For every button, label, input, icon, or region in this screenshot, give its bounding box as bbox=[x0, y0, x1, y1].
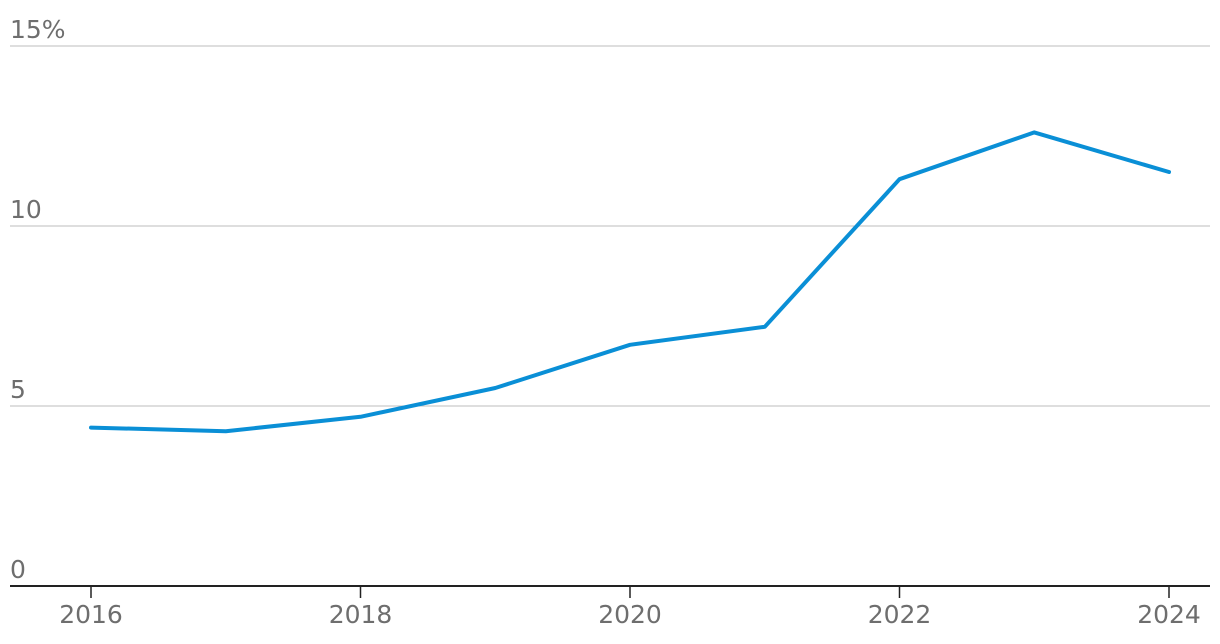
x-tick-label-2018: 2018 bbox=[329, 600, 393, 629]
x-tick-label-2020: 2020 bbox=[598, 600, 662, 629]
y-tick-label-10: 10 bbox=[10, 195, 42, 224]
y-tick-label-0: 0 bbox=[10, 555, 26, 584]
x-tick-label-2022: 2022 bbox=[868, 600, 932, 629]
x-tick-label-2024: 2024 bbox=[1137, 600, 1201, 629]
y-axis-tick-labels: 0 5 10 15% bbox=[10, 15, 66, 584]
y-tick-label-5: 5 bbox=[10, 375, 26, 404]
series-lines bbox=[89, 130, 1171, 434]
y-gridlines bbox=[10, 45, 1210, 407]
x-axis: 2016 2018 2020 2022 2024 bbox=[10, 585, 1210, 629]
series-line-0 bbox=[89, 130, 1171, 434]
y-tick-label-15: 15% bbox=[10, 15, 66, 44]
x-tick-label-2016: 2016 bbox=[59, 600, 123, 629]
